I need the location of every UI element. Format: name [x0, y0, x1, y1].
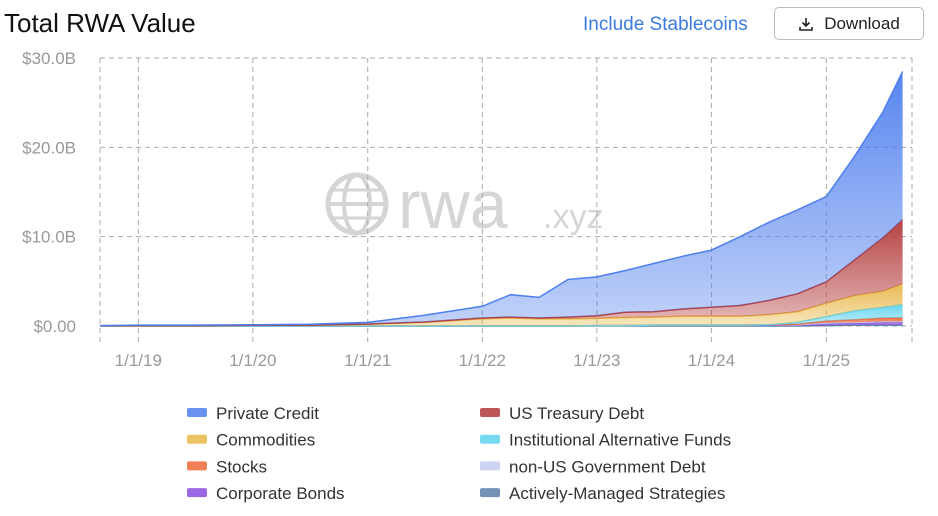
legend-label: Corporate Bonds — [216, 484, 345, 503]
y-tick-label: $20.0B — [22, 138, 76, 157]
y-tick-label: $0.00 — [33, 317, 76, 336]
legend-swatch — [187, 461, 207, 471]
x-tick-label: 1/1/25 — [803, 351, 850, 370]
x-tick-label: 1/1/24 — [688, 351, 735, 370]
watermark-text: rwa — [398, 167, 508, 243]
legend-label: non-US Government Debt — [509, 457, 706, 476]
area — [100, 71, 903, 326]
stablecoin-toggle[interactable]: Include Stablecoins — [583, 14, 748, 35]
download-label: Download — [824, 13, 900, 33]
x-tick-label: 1/1/22 — [459, 351, 506, 370]
legend-label: Private Credit — [216, 404, 319, 423]
legend-label: US Treasury Debt — [509, 404, 644, 423]
x-tick-label: 1/1/23 — [573, 351, 620, 370]
watermark-domain: .xyz — [543, 198, 603, 236]
x-tick-label: 1/1/19 — [115, 351, 162, 370]
y-tick-label: $30.0B — [22, 49, 76, 68]
legend-swatch — [480, 461, 500, 471]
legend-label: Commodities — [216, 431, 315, 450]
legend-swatch — [480, 434, 500, 444]
legend-label: Institutional Alternative Funds — [509, 431, 731, 450]
legend-swatch — [187, 434, 207, 444]
area-line — [99, 71, 904, 327]
legend-swatch — [480, 488, 500, 498]
y-tick-label: $10.0B — [22, 228, 76, 247]
areas — [99, 71, 904, 327]
legend-label: Actively-Managed Strategies — [509, 484, 725, 503]
watermark: rwa .xyz — [325, 167, 603, 243]
download-icon — [799, 17, 813, 31]
legend-swatch — [480, 408, 500, 417]
legend-swatch — [187, 488, 207, 498]
legend-swatch — [187, 408, 207, 417]
x-tick-label: 1/1/21 — [344, 351, 391, 370]
legend-label: Stocks — [216, 457, 267, 476]
title: Total RWA Value — [4, 8, 196, 38]
x-tick-label: 1/1/20 — [229, 351, 276, 370]
download-button[interactable]: Download — [774, 7, 924, 40]
